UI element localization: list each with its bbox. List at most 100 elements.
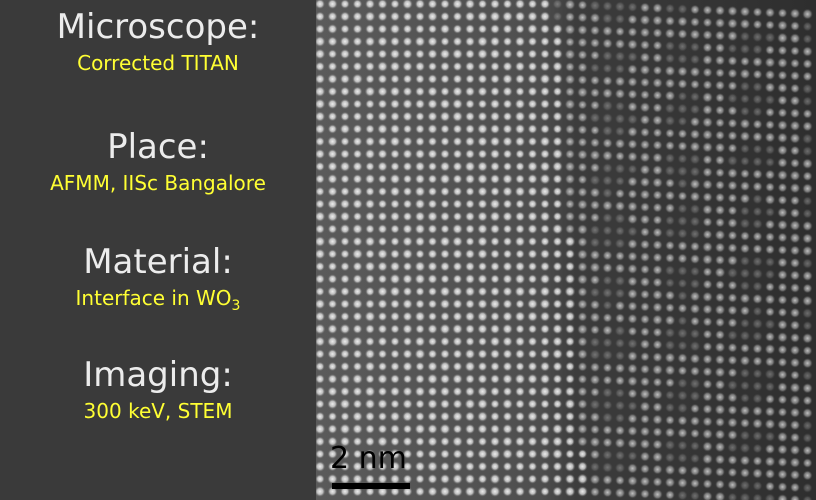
atom-column <box>752 306 763 317</box>
atom-column <box>765 144 775 155</box>
atom-column <box>677 240 688 252</box>
atom-column <box>777 245 788 255</box>
atom-column <box>465 236 475 247</box>
atom-column <box>602 187 613 199</box>
atom-column <box>327 236 338 247</box>
atom-column <box>427 161 438 172</box>
atom-column <box>664 427 676 438</box>
atom-column <box>765 182 775 192</box>
atom-column <box>377 261 388 272</box>
atom-column <box>777 481 788 492</box>
atom-column <box>727 442 738 453</box>
atom-column <box>390 236 400 247</box>
atom-column <box>664 352 676 364</box>
atom-column <box>565 411 575 422</box>
atom-column <box>602 212 613 224</box>
atom-column <box>702 391 713 402</box>
atom-column <box>589 237 601 248</box>
atom-column <box>590 461 600 472</box>
atom-column <box>540 336 550 347</box>
atom-column <box>790 295 800 306</box>
atom-column <box>465 149 475 159</box>
atom-column <box>452 386 463 397</box>
atom-column <box>339 336 351 347</box>
atom-column <box>527 486 538 497</box>
atom-column <box>802 420 813 431</box>
atom-column <box>364 261 376 272</box>
atom-column <box>789 170 801 182</box>
atom-column <box>316 298 326 310</box>
atom-column <box>752 393 763 404</box>
atom-column <box>514 98 526 110</box>
atom-column <box>527 274 538 284</box>
atom-column <box>764 32 776 43</box>
atom-column <box>727 255 738 266</box>
atom-column <box>602 462 613 473</box>
atom-column <box>502 436 513 447</box>
atom-column <box>639 426 651 437</box>
atom-column <box>677 390 688 401</box>
atom-column <box>365 224 375 234</box>
atom-column <box>389 123 401 135</box>
atom-column <box>590 50 600 61</box>
atom-column <box>689 278 701 290</box>
atom-column <box>802 258 813 269</box>
atom-column <box>765 381 775 392</box>
atom-column <box>465 224 475 234</box>
atom-column <box>627 425 638 437</box>
atom-column <box>465 261 475 272</box>
atom-column <box>502 61 513 72</box>
atom-column <box>702 179 713 190</box>
atom-column <box>802 458 813 468</box>
atom-column <box>639 276 651 288</box>
atom-column <box>502 161 513 172</box>
atom-column <box>402 24 413 34</box>
atom-column <box>489 98 501 110</box>
atom-column <box>752 231 763 242</box>
atom-column <box>389 461 401 472</box>
atom-column <box>589 411 601 423</box>
atom-column <box>564 49 576 60</box>
atom-column <box>602 424 613 436</box>
atom-column <box>515 386 525 397</box>
atom-column <box>752 81 763 93</box>
atom-column <box>727 392 738 403</box>
atom-column <box>365 424 375 434</box>
atom-column <box>752 19 763 30</box>
atom-column <box>652 489 663 500</box>
atom-column <box>577 199 588 210</box>
atom-column <box>552 99 563 109</box>
atom-column <box>765 306 775 317</box>
atom-column <box>665 215 675 226</box>
atom-column <box>639 376 651 387</box>
atom-column <box>452 361 463 372</box>
atom-column <box>739 455 751 466</box>
atom-column <box>415 449 425 459</box>
atom-column <box>727 18 738 29</box>
atom-column <box>589 37 601 49</box>
atom-column <box>327 424 338 434</box>
atom-column <box>377 424 388 434</box>
atom-column <box>627 189 638 200</box>
atom-column <box>627 39 638 50</box>
atom-column <box>527 11 538 22</box>
atom-column <box>790 432 800 443</box>
atom-column <box>602 138 613 149</box>
atom-column <box>627 201 638 212</box>
atom-column <box>414 223 426 235</box>
atom-column <box>414 0 426 10</box>
atom-column <box>415 399 425 409</box>
atom-column <box>665 240 675 251</box>
atom-column <box>327 461 338 472</box>
atom-column <box>615 226 625 236</box>
atom-column <box>389 61 401 72</box>
atom-column <box>539 11 551 22</box>
atom-column <box>802 433 813 443</box>
atom-column <box>464 136 476 147</box>
atom-column <box>464 348 476 360</box>
atom-column <box>440 336 450 347</box>
atom-column <box>465 49 475 59</box>
place-info: Place: AFMM, IISc Bangalore <box>0 130 316 193</box>
atom-column <box>714 204 726 216</box>
atom-column <box>527 436 538 447</box>
